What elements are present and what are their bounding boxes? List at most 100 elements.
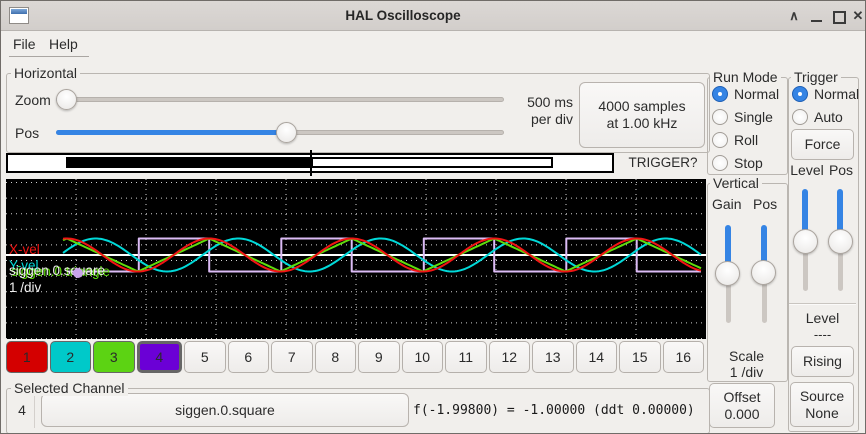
channel-button-15[interactable]: 15 (619, 341, 661, 373)
menu-underline (9, 56, 89, 57)
pos-slider-handle[interactable] (276, 122, 297, 143)
channel-button-1[interactable]: 1 (6, 341, 48, 373)
channel-button-2[interactable]: 2 (49, 341, 91, 373)
channel-button-5[interactable]: 5 (184, 341, 226, 373)
trigger-edge-label: Rising (803, 353, 842, 369)
radio-label: Roll (734, 132, 759, 148)
offset-label: Offset (723, 388, 761, 405)
trigger-level-slider-track[interactable] (802, 232, 808, 291)
run-mode-frame-label: Run Mode (710, 70, 781, 85)
maximize-window-icon[interactable] (829, 1, 849, 31)
trigger-source-value: None (805, 404, 839, 421)
channel-button-16[interactable]: 16 (662, 341, 704, 373)
trigger-level-label: Level (790, 162, 824, 178)
vertical-pos-slider-fill (761, 225, 767, 273)
channel-button-13[interactable]: 13 (532, 341, 574, 373)
time-per-div-line2: per div (530, 111, 573, 127)
channel-button-8[interactable]: 8 (314, 341, 356, 373)
trigger-mode-normal[interactable]: Normal (792, 84, 859, 104)
offset-value: 0.000 (724, 405, 760, 422)
run-mode-single[interactable]: Single (712, 107, 773, 127)
trigger-pos-slider-track[interactable] (837, 232, 843, 291)
trigger-level-slider-fill (802, 189, 808, 242)
app-window-icon (9, 7, 29, 24)
channel-name: siggen.0.square (175, 401, 275, 418)
channel-button-7[interactable]: 7 (271, 341, 313, 373)
record-pending-bar (311, 157, 553, 168)
run-mode-roll[interactable]: Roll (712, 130, 758, 150)
radio-icon (712, 109, 728, 125)
radio-icon (712, 132, 728, 148)
horizontal-frame (6, 73, 710, 153)
samples-button[interactable]: 4000 samples at 1.00 kHz (579, 82, 705, 148)
channel-button-3[interactable]: 3 (93, 341, 135, 373)
samples-line1: 4000 samples (598, 98, 686, 114)
scope-label-siggen-0-triangle: siggen.0.triangle (11, 264, 110, 279)
channel-button-row: 1 2 3 4 5 6 7 8 9 10 11 12 13 14 15 16 (6, 341, 704, 373)
zoom-slider-handle[interactable] (56, 89, 77, 110)
scale-value: 1 /div (729, 364, 764, 380)
trigger-mode-auto[interactable]: Auto (792, 107, 843, 127)
radio-icon (792, 109, 808, 125)
pos-slider-fill (56, 130, 286, 135)
menu-file[interactable]: File (13, 36, 36, 52)
force-button[interactable]: Force (791, 129, 854, 160)
gain-slider-track[interactable] (725, 263, 731, 323)
channel-button-11[interactable]: 11 (445, 341, 487, 373)
vertical-frame-label: Vertical (710, 176, 762, 191)
channel-name-button[interactable]: siggen.0.square (41, 393, 409, 427)
window-title: HAL Oscilloscope (345, 8, 461, 23)
vertical-pos-label: Pos (753, 196, 778, 212)
shade-window-icon[interactable] (784, 1, 804, 31)
vertical-gain-label: Gain (712, 196, 742, 212)
scale-label: Scale (728, 348, 765, 364)
title-bar: HAL Oscilloscope (1, 1, 865, 31)
trigger-divider (789, 303, 856, 305)
gain-slider-fill (725, 225, 731, 273)
trigger-pos-label: Pos (828, 162, 854, 178)
trigger-edge-button[interactable]: Rising (791, 346, 854, 377)
channel-button-14[interactable]: 14 (575, 341, 617, 373)
zoom-slider-track[interactable] (56, 97, 504, 102)
channel-button-4[interactable]: 4 (136, 341, 182, 373)
close-window-icon[interactable] (848, 1, 865, 31)
run-mode-normal[interactable]: Normal (712, 84, 779, 104)
menu-help[interactable]: Help (49, 36, 78, 52)
radio-icon (712, 155, 728, 171)
channel-readout: f(-1.99800) = -1.00000 (ddt 0.00000) (413, 403, 695, 418)
horizontal-frame-label: Horizontal (11, 66, 81, 81)
channel-button-10[interactable]: 10 (401, 341, 443, 373)
radio-icon (712, 86, 728, 102)
gain-slider-handle[interactable] (715, 261, 740, 286)
trigger-level-value: ---- (813, 327, 832, 342)
selected-channel-divider (34, 392, 35, 428)
channel-button-12[interactable]: 12 (488, 341, 530, 373)
run-mode-stop[interactable]: Stop (712, 153, 763, 173)
wave-y-vel (62, 237, 702, 273)
time-per-div-line1: 500 ms (527, 94, 573, 110)
scope-display: X-velY-velsiggen.0.trianglesiggen.0.squa… (6, 179, 706, 339)
vertical-pos-slider-track[interactable] (761, 263, 767, 323)
radio-label: Normal (734, 86, 780, 102)
force-label: Force (804, 136, 841, 152)
wave-siggen-0-square (67, 237, 701, 273)
trigger-pos-slider-handle[interactable] (827, 229, 853, 254)
vertical-pos-slider-handle[interactable] (751, 260, 776, 285)
channel-button-9[interactable]: 9 (358, 341, 400, 373)
trigger-source-label: Source (799, 387, 845, 404)
record-captured-bar (66, 157, 311, 168)
scope-label-1-div: 1 /div (9, 280, 42, 295)
selected-channel-marker-dot (73, 268, 83, 278)
channel-button-6[interactable]: 6 (227, 341, 269, 373)
trigger-source-button[interactable]: Source None (790, 382, 854, 427)
wave-x-vel (62, 237, 702, 273)
trigger-position-marker[interactable] (310, 150, 312, 176)
offset-button[interactable]: Offset 0.000 (709, 383, 775, 428)
scope-label-y-vel: Y-vel (9, 258, 39, 273)
trigger-level-slider-handle[interactable] (792, 229, 818, 254)
minimize-window-icon[interactable] (807, 1, 827, 31)
trigger-frame-label: Trigger (791, 70, 841, 85)
samples-line2: at 1.00 kHz (606, 115, 678, 131)
scope-label-x-vel: X-vel (9, 242, 40, 257)
